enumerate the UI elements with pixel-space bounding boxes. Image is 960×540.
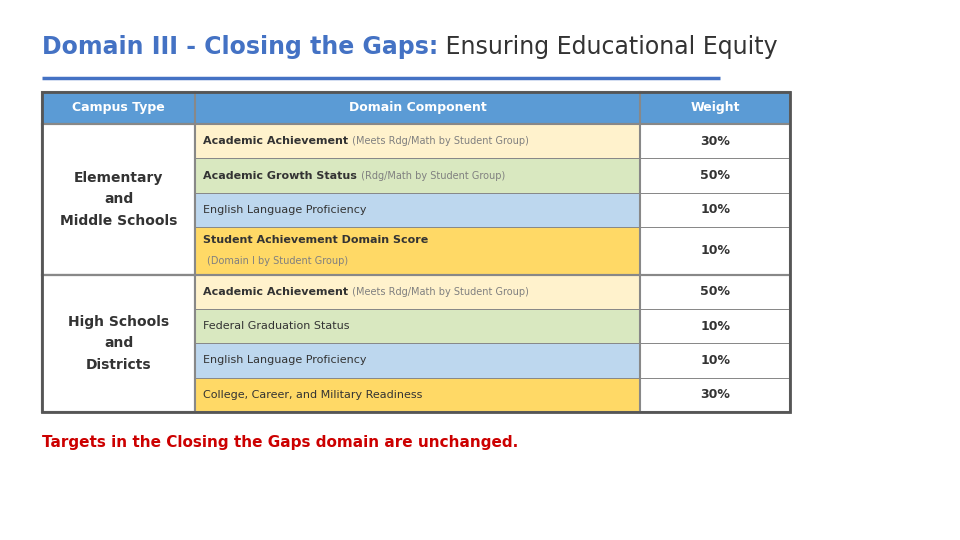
Bar [640,309,790,343]
Text: English Language Proficiency: English Language Proficiency [204,205,367,215]
Text: English Language Proficiency: English Language Proficiency [204,355,367,366]
Text: (Meets Rdg/Math by Student Group): (Meets Rdg/Math by Student Group) [349,287,529,296]
Bar [42,92,790,412]
Text: Campus Type: Campus Type [72,102,165,114]
Text: 10%: 10% [700,354,731,367]
Bar [42,124,790,274]
Text: Ensuring Educational Equity: Ensuring Educational Equity [439,35,778,59]
Bar [42,124,195,274]
Bar [640,377,790,412]
Text: Federal Graduation Status: Federal Graduation Status [204,321,349,331]
Text: Elementary
and
Middle Schools: Elementary and Middle Schools [60,171,178,228]
Bar [640,193,790,227]
Text: (Domain I by Student Group): (Domain I by Student Group) [207,256,348,266]
Text: Student Achievement Domain Score: Student Achievement Domain Score [204,235,428,245]
Bar [195,274,640,309]
Bar [195,343,640,377]
Text: 10%: 10% [700,320,731,333]
Bar [42,274,195,412]
Text: 10%: 10% [700,204,731,217]
Text: (Rdg/Math by Student Group): (Rdg/Math by Student Group) [358,171,506,180]
Text: Targets in the Closing the Gaps domain are unchanged.: Targets in the Closing the Gaps domain a… [42,435,518,450]
Text: Domain Component: Domain Component [349,102,487,114]
Text: Weight: Weight [690,102,740,114]
Bar [640,158,790,193]
Text: High Schools
and
Districts: High Schools and Districts [68,315,169,372]
Text: Domain III - Closing the Gaps:: Domain III - Closing the Gaps: [42,35,439,59]
Bar [195,158,640,193]
Text: 30%: 30% [700,388,731,401]
Bar [195,193,640,227]
Bar [195,309,640,343]
Bar [640,227,790,274]
Text: College, Career, and Military Readiness: College, Career, and Military Readiness [204,390,422,400]
Bar [42,92,790,124]
Text: 50%: 50% [700,285,731,298]
Bar [195,124,640,158]
Bar [640,124,790,158]
Text: (Meets Rdg/Math by Student Group): (Meets Rdg/Math by Student Group) [349,136,529,146]
Text: 50%: 50% [700,169,731,182]
Bar [640,274,790,309]
Bar [42,274,790,412]
Text: 30%: 30% [700,134,731,147]
Text: Academic Achievement: Academic Achievement [204,136,348,146]
Bar [640,343,790,377]
Text: Academic Growth Status: Academic Growth Status [204,171,357,180]
Text: 10%: 10% [700,244,731,258]
Text: Academic Achievement: Academic Achievement [204,287,348,296]
Bar [195,227,640,274]
Bar [195,377,640,412]
